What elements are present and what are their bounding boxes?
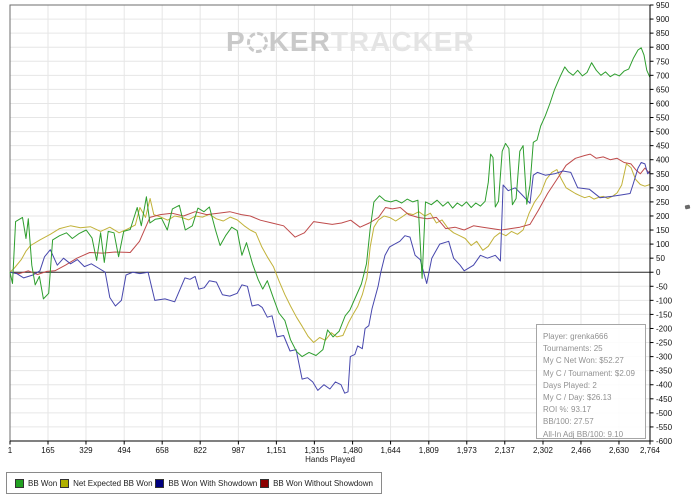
legend-item-net-expected-bb-won: Net Expected BB Won [60, 478, 153, 488]
y-tick-label: 200 [656, 212, 670, 221]
x-tick-label: 2,630 [609, 446, 630, 455]
series-line-bb-won [9, 47, 651, 358]
y-tick-label: -600 [656, 437, 673, 446]
y-tick-label: -250 [656, 339, 673, 348]
legend-label: BB Won With Showdown [168, 478, 258, 488]
x-tick-label: 329 [79, 446, 93, 455]
pokertracker-watermark: P KERTRACKER [226, 26, 475, 58]
y-tick-label: 950 [656, 1, 670, 10]
y-tick-label: 300 [656, 184, 670, 193]
series-line-net-expected-bb-won [9, 163, 651, 343]
x-tick-label: 2,764 [640, 446, 661, 455]
x-tick-label: 822 [193, 446, 207, 455]
bb-won-with-showdown-swatch-icon [155, 478, 165, 488]
y-tick-label: 150 [656, 226, 670, 235]
y-tick-label: 900 [656, 15, 670, 24]
y-tick-label: -550 [656, 423, 673, 432]
y-tick-label: 350 [656, 170, 670, 179]
legend-label: BB Won [28, 478, 58, 488]
legend-item-bb-won: BB Won [15, 478, 58, 488]
y-tick-label: -500 [656, 409, 673, 418]
legend-label: Net Expected BB Won [73, 478, 153, 488]
stat-player: Player: grenka666 [543, 332, 608, 341]
x-tick-label: 2,466 [571, 446, 592, 455]
y-tick-label: 700 [656, 71, 670, 80]
x-tick-label: 165 [41, 446, 55, 455]
y-tick-label: 400 [656, 156, 670, 165]
y-tick-label: 550 [656, 114, 670, 123]
x-tick-label: 1,315 [304, 446, 325, 455]
x-tick-label: 1 [8, 446, 13, 455]
y-tick-label: 500 [656, 128, 670, 137]
stat-net-won: My C Net Won: $52.27 [543, 356, 624, 366]
x-tick-label: 494 [118, 446, 132, 455]
y-tick-label: -50 [656, 282, 668, 291]
x-tick-label: 1,809 [419, 446, 440, 455]
y-tick-label: 750 [656, 57, 670, 66]
legend: BB Won Net Expected BB Won BB Won With S… [6, 472, 382, 494]
y-tick-label: 850 [656, 29, 670, 38]
y-tick-label: -300 [656, 353, 673, 362]
x-tick-label: 987 [232, 446, 246, 455]
y-tick-label: 600 [656, 99, 670, 108]
stat-per-day: My C / Day: $26.13 [543, 393, 612, 403]
stat-bb100: BB/100: 27.57 [543, 417, 594, 427]
series-line-bb-won-without-showdown [9, 153, 651, 275]
y-tick-label: -450 [656, 395, 673, 404]
x-tick-label: 1,644 [381, 446, 402, 455]
legend-label: BB Won Without Showdown [273, 478, 373, 488]
y-tick-label: 650 [656, 85, 670, 94]
y-tick-label: -400 [656, 381, 673, 390]
series-line-bb-won-with-showdown [9, 162, 651, 394]
stat-allin-adj-bb100: All-In Adj BB/100: 9.10 [543, 429, 624, 439]
stat-roi: ROI %: 93.17 [543, 405, 592, 415]
x-tick-label: 1,480 [343, 446, 364, 455]
x-axis-title: Hands Played [305, 455, 355, 464]
stat-tournaments: Tournaments: 25 [543, 344, 603, 354]
watermark-text-ker: KER [268, 26, 331, 57]
y-tick-label: 800 [656, 43, 670, 52]
net-expected-bb-won-swatch-icon [60, 478, 70, 488]
y-tick-label: 0 [656, 268, 661, 277]
x-tick-label: 658 [156, 446, 170, 455]
y-tick-label: -100 [656, 296, 673, 305]
y-tick-label: 50 [656, 254, 665, 263]
bb-won-swatch-icon [15, 478, 24, 488]
y-tick-label: 100 [656, 240, 670, 249]
session-stats-box: Player: grenka666 Tournaments: 25 My C N… [536, 324, 646, 439]
legend-item-bb-won-with-showdown: BB Won With Showdown [155, 478, 258, 488]
x-tick-label: 2,302 [533, 446, 554, 455]
stat-per-tournament: My C / Tournament: $2.09 [543, 368, 635, 378]
watermark-text-tracker: TRACKER [330, 26, 475, 57]
bb-won-without-showdown-swatch-icon [260, 478, 270, 488]
y-tick-label: 450 [656, 142, 670, 151]
x-tick-label: 1,973 [457, 446, 478, 455]
y-tick-label: -200 [656, 324, 673, 333]
stat-days-played: Days Played: 2 [543, 380, 597, 390]
x-tick-label: 1,151 [266, 446, 287, 455]
y-tick-label: 250 [656, 198, 670, 207]
x-tick-label: 2,137 [495, 446, 516, 455]
watermark-text-p: P [226, 26, 246, 57]
y-tick-label: -150 [656, 310, 673, 319]
poker-chip-icon [246, 32, 268, 53]
y-tick-label: -350 [656, 367, 673, 376]
legend-item-bb-won-without-showdown: BB Won Without Showdown [260, 478, 373, 488]
